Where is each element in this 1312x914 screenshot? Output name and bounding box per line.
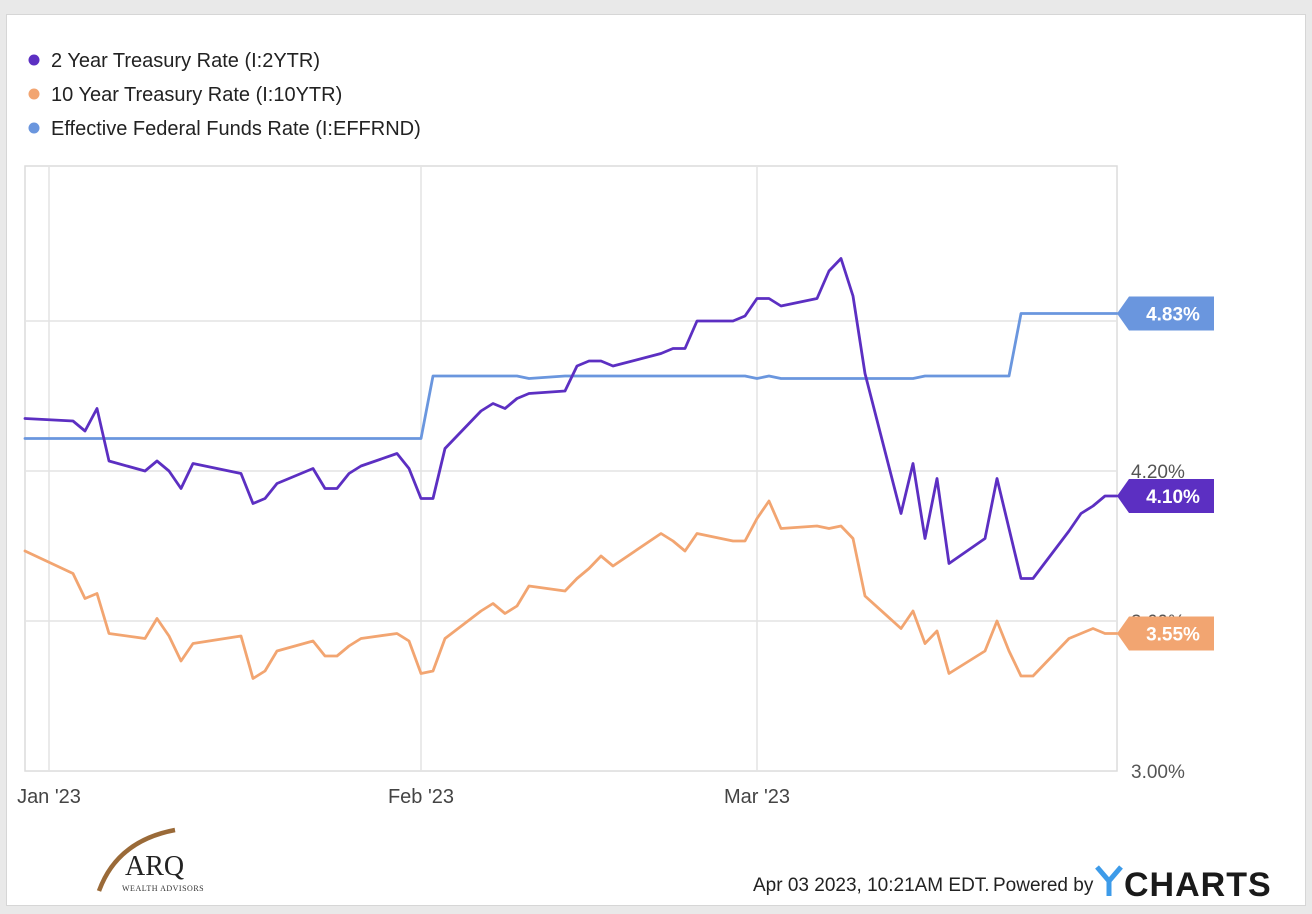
last-value-badge: 3.55% [1117, 616, 1214, 651]
legend-entry[interactable]: 2 Year Treasury Rate (I:2YTR) [51, 50, 320, 72]
legend-entry[interactable]: 10 Year Treasury Rate (I:10YTR) [51, 84, 342, 106]
ycharts-brand-text: CHARTS [1124, 866, 1272, 904]
badge-shape [1117, 616, 1214, 651]
series-line[interactable] [23, 499, 1119, 680]
x-tick-label: Mar '23 [724, 786, 790, 808]
arq-swoosh [96, 827, 176, 892]
legend-marker [28, 122, 40, 134]
grid [25, 166, 1117, 771]
badge-label: 3.55% [1146, 625, 1200, 646]
plot-area [24, 165, 1118, 772]
legend-marker [28, 54, 40, 66]
arq-logo-name: ARQ [125, 851, 184, 882]
last-value-badge: 4.10% [1117, 479, 1214, 513]
footer-powered-by: Powered by [993, 875, 1094, 896]
x-tick-label: Jan '23 [17, 786, 81, 808]
footer-timestamp: Apr 03 2023, 10:21AM EDT. [753, 875, 990, 896]
arq-logo: ARQ WEALTH ADVISORS [96, 827, 204, 893]
badge-label: 4.10% [1146, 487, 1200, 508]
series-lines [23, 257, 1119, 680]
ycharts-logo[interactable]: CHARTS [1095, 865, 1272, 904]
legend-entry[interactable]: Effective Federal Funds Rate (I:EFFRND) [51, 118, 421, 140]
y-tick-label: 3.00% [1131, 762, 1185, 783]
chart-frame: 2 Year Treasury Rate (I:2YTR) 10 Year Tre… [6, 14, 1306, 906]
series-line[interactable] [23, 257, 1119, 580]
badge-shape [1117, 296, 1214, 331]
x-tick-label: Feb '23 [388, 786, 454, 808]
legend: 2 Year Treasury Rate (I:2YTR) 10 Year Tre… [28, 50, 421, 140]
y-tick-label: 4.20% [1131, 462, 1185, 483]
badge-shape [1117, 479, 1214, 513]
last-value-badges: 4.10% 3.55% 4.83% [1117, 296, 1214, 651]
x-axis: Jan '23 Feb '23 Mar '23 [17, 786, 790, 808]
legend-marker [28, 88, 40, 100]
last-value-badge: 4.83% [1117, 296, 1214, 331]
badge-label: 4.83% [1146, 305, 1200, 326]
chart-svg: 2 Year Treasury Rate (I:2YTR) 10 Year Tre… [17, 50, 1272, 904]
arq-logo-tagline: WEALTH ADVISORS [122, 884, 204, 893]
series-line[interactable] [23, 312, 1119, 440]
ycharts-y-mark [1095, 865, 1123, 896]
